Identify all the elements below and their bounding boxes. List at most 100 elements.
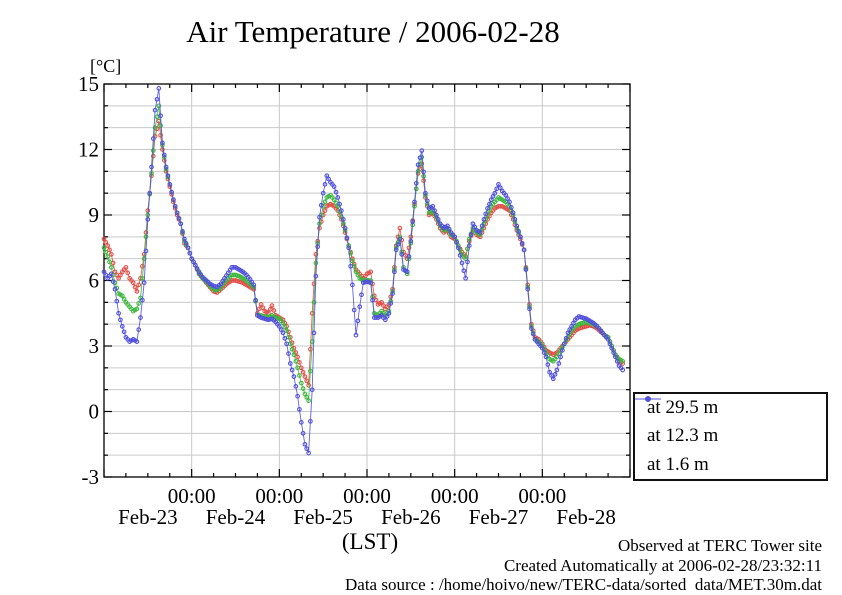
data-point: [530, 331, 536, 337]
data-point: [346, 245, 352, 251]
data-point: [134, 306, 140, 312]
data-point: [410, 219, 416, 224]
data-point: [302, 441, 308, 447]
data-point: [121, 329, 127, 335]
data-point: [399, 251, 405, 257]
page-title: Air Temperature / 2006-02-28: [186, 14, 560, 49]
data-point: [424, 198, 430, 204]
legend-marker-icon: [635, 396, 661, 402]
data-point: [308, 346, 313, 352]
data-point: [174, 210, 180, 216]
x-tick-time-label: 00:00: [255, 484, 303, 508]
data-point: [171, 197, 176, 203]
legend-marker-dot: [645, 396, 651, 402]
data-point: [160, 140, 165, 146]
data-point: [116, 310, 121, 316]
data-point: [140, 297, 145, 303]
data-point: [406, 245, 412, 251]
data-point: [466, 243, 472, 248]
data-point: [470, 221, 476, 227]
data-point: [521, 247, 527, 253]
data-point: [415, 162, 421, 168]
data-point: [165, 173, 171, 179]
y-tick-label: -3: [82, 465, 100, 489]
data-point: [370, 297, 375, 303]
data-point: [134, 289, 140, 294]
x-axis-label: (LST): [341, 529, 399, 554]
data-point: [183, 241, 189, 246]
data-point: [306, 450, 311, 456]
x-tick-day-label: Feb-27: [469, 505, 529, 529]
data-point: [423, 190, 428, 196]
data-point: [313, 251, 319, 257]
data-point: [344, 235, 350, 241]
data-point: [527, 306, 532, 312]
data-point: [300, 430, 306, 436]
data-point: [335, 195, 341, 200]
data-point: [340, 217, 346, 222]
data-point: [136, 327, 142, 332]
data-point: [558, 354, 563, 360]
data-point: [306, 398, 311, 403]
x-tick-time-label: 00:00: [343, 484, 391, 508]
data-point: [454, 239, 459, 245]
data-point: [178, 221, 184, 227]
data-point: [143, 234, 149, 240]
data-point: [353, 269, 359, 275]
data-point: [309, 387, 315, 393]
data-point: [309, 310, 315, 316]
data-point: [108, 251, 114, 257]
data-point: [156, 103, 162, 109]
data-point: [386, 310, 392, 316]
data-point: [357, 304, 363, 310]
data-point: [176, 215, 182, 221]
y-tick-label: 3: [89, 334, 100, 358]
data-point: [523, 267, 529, 272]
data-point: [550, 376, 556, 382]
y-axis-unit-label: [°C]: [90, 56, 122, 76]
legend-label: at 12.3 m: [647, 425, 719, 447]
data-point: [461, 268, 467, 274]
data-point: [152, 107, 158, 113]
data-point: [287, 361, 293, 366]
data-point: [607, 341, 613, 347]
data-point: [152, 125, 158, 131]
data-point: [280, 330, 286, 336]
data-point: [317, 214, 322, 220]
x-tick-day-label: Feb-24: [206, 505, 266, 529]
data-point: [368, 269, 374, 275]
annotation-observed: Observed at TERC Tower site: [617, 536, 822, 555]
data-point: [286, 351, 291, 356]
data-point: [567, 327, 573, 332]
data-point: [479, 223, 485, 229]
data-point: [468, 232, 474, 238]
data-point: [322, 199, 328, 205]
x-tick-day-label: Feb-26: [381, 505, 441, 529]
data-point: [289, 346, 295, 352]
data-point: [397, 234, 403, 240]
data-point: [271, 308, 277, 313]
data-point: [311, 330, 317, 336]
data-point: [141, 280, 147, 286]
data-point: [339, 208, 344, 213]
series-line-at-12-3-m: [103, 105, 623, 403]
data-point: [187, 250, 193, 256]
data-point: [150, 148, 156, 153]
y-tick-label: 0: [89, 400, 100, 424]
data-point: [331, 197, 337, 203]
data-point: [388, 294, 394, 300]
data-point: [269, 303, 275, 308]
data-point: [276, 324, 282, 329]
data-point: [108, 271, 114, 277]
data-point: [304, 394, 310, 400]
data-point: [101, 245, 107, 251]
data-point: [561, 341, 567, 347]
data-point: [613, 354, 618, 360]
data-point: [302, 374, 308, 379]
data-point: [545, 362, 551, 367]
data-point: [105, 243, 111, 248]
data-point: [119, 324, 125, 329]
data-point: [404, 269, 410, 275]
data-point: [556, 361, 562, 366]
data-point: [547, 369, 552, 375]
